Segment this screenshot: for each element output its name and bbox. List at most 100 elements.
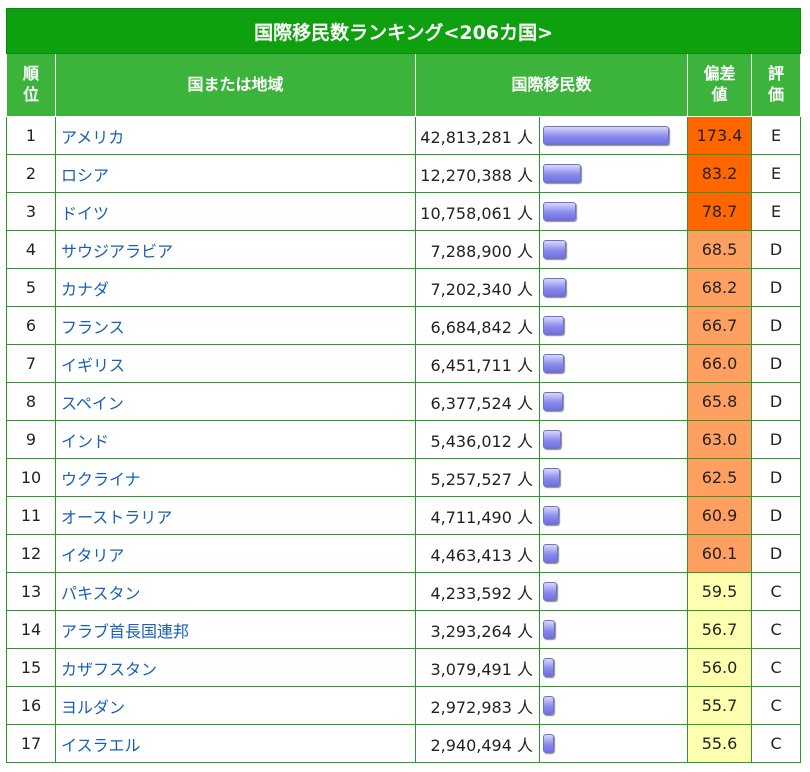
migrants-header: 国際移民数 — [415, 53, 688, 117]
country-cell: ドイツ — [55, 192, 416, 231]
country-link[interactable]: オーストラリア — [61, 507, 173, 527]
country-link[interactable]: アメリカ — [61, 127, 125, 147]
grade-cell: D — [750, 496, 802, 535]
migrants-bar-cell — [539, 458, 688, 497]
migrants-bar-cell — [539, 344, 688, 383]
grade-cell: D — [750, 344, 802, 383]
rank-header-line2: 位 — [22, 85, 39, 104]
deviation-cell: 65.8 — [687, 382, 752, 421]
table-row: 11 オーストラリア 4,711,490 人 60.9 D — [6, 496, 802, 535]
grade-cell: C — [750, 648, 802, 687]
country-link[interactable]: ウクライナ — [61, 469, 141, 489]
country-link[interactable]: ヨルダン — [61, 697, 126, 717]
country-cell: ヨルダン — [55, 686, 416, 725]
country-link[interactable]: イタリア — [61, 545, 125, 565]
rank-cell: 8 — [6, 382, 56, 421]
migrants-bar-cell — [539, 116, 688, 155]
deviation-header-line2: 値 — [711, 85, 728, 104]
migrants-cell: 3,079,491 人 — [415, 648, 540, 687]
country-cell: アラブ首長国連邦 — [55, 610, 416, 649]
table-row: 9 インド 5,436,012 人 63.0 D — [6, 420, 802, 459]
migrants-bar — [543, 582, 557, 601]
grade-header: 評 価 — [750, 53, 802, 117]
country-link[interactable]: イギリス — [61, 355, 126, 375]
grade-cell: D — [750, 458, 802, 497]
deviation-cell: 56.7 — [687, 610, 752, 649]
table-row: 2 ロシア 12,270,388 人 83.2 E — [6, 154, 802, 193]
rank-cell: 2 — [6, 154, 56, 193]
table-row: 12 イタリア 4,463,413 人 60.1 D — [6, 534, 802, 573]
table-title: 国際移民数ランキング<206カ国> — [5, 8, 802, 54]
migrants-cell: 4,711,490 人 — [415, 496, 540, 535]
rank-cell: 9 — [6, 420, 56, 459]
country-link[interactable]: カナダ — [61, 279, 110, 299]
rank-cell: 16 — [6, 686, 56, 725]
migrants-cell: 42,813,281 人 — [415, 116, 540, 155]
country-link[interactable]: フランス — [61, 317, 125, 337]
deviation-cell: 56.0 — [687, 648, 752, 687]
country-link[interactable]: パキスタン — [61, 583, 141, 603]
country-header: 国または地域 — [55, 53, 416, 117]
rank-header-line1: 順 — [22, 64, 39, 84]
rank-cell: 3 — [6, 192, 56, 231]
country-link[interactable]: カザフスタン — [61, 659, 158, 679]
country-cell: スペイン — [55, 382, 416, 421]
rank-cell: 1 — [6, 116, 56, 155]
migrants-cell: 6,377,524 人 — [415, 382, 540, 421]
table-row: 8 スペイン 6,377,524 人 65.8 D — [6, 382, 802, 421]
migrants-cell: 2,940,494 人 — [415, 724, 540, 763]
country-link[interactable]: ドイツ — [61, 203, 110, 223]
deviation-cell: 173.4 — [687, 116, 752, 155]
migrants-cell: 6,684,842 人 — [415, 306, 540, 345]
table-row: 3 ドイツ 10,758,061 人 78.7 E — [6, 192, 802, 231]
rank-cell: 11 — [6, 496, 56, 535]
deviation-cell: 55.6 — [687, 724, 752, 763]
migrants-bar — [543, 278, 566, 297]
deviation-cell: 60.9 — [687, 496, 752, 535]
migrants-cell: 2,972,983 人 — [415, 686, 540, 725]
country-link[interactable]: インド — [61, 431, 110, 451]
table-row: 7 イギリス 6,451,711 人 66.0 D — [6, 344, 802, 383]
table-header-row: 順 位 国または地域 国際移民数 偏差 値 評 価 — [6, 53, 802, 117]
country-link[interactable]: アラブ首長国連邦 — [61, 621, 190, 641]
deviation-cell: 66.0 — [687, 344, 752, 383]
migrants-bar — [543, 544, 558, 563]
deviation-cell: 55.7 — [687, 686, 752, 725]
migrants-cell: 7,288,900 人 — [415, 230, 540, 269]
migrants-bar — [543, 506, 559, 525]
rank-cell: 12 — [6, 534, 56, 573]
migrants-cell: 3,293,264 人 — [415, 610, 540, 649]
migrants-bar-cell — [539, 686, 688, 725]
country-link[interactable]: サウジアラビア — [61, 241, 174, 261]
migrants-bar — [543, 734, 554, 753]
table-row: 5 カナダ 7,202,340 人 68.2 D — [6, 268, 802, 307]
migrants-bar-cell — [539, 306, 688, 345]
country-cell: イタリア — [55, 534, 416, 573]
migrants-cell: 10,758,061 人 — [415, 192, 540, 231]
deviation-header: 偏差 値 — [687, 53, 752, 117]
rank-cell: 5 — [6, 268, 56, 307]
rank-cell: 6 — [6, 306, 56, 345]
country-cell: ウクライナ — [55, 458, 416, 497]
migrants-bar — [543, 202, 576, 221]
grade-cell: D — [750, 230, 802, 269]
rank-cell: 15 — [6, 648, 56, 687]
migrants-bar-cell — [539, 572, 688, 611]
migrants-bar — [543, 430, 561, 449]
grade-cell: C — [750, 610, 802, 649]
deviation-cell: 62.5 — [687, 458, 752, 497]
grade-header-line1: 評 — [768, 64, 785, 84]
country-link[interactable]: スペイン — [61, 393, 124, 413]
migrants-cell: 5,436,012 人 — [415, 420, 540, 459]
migrants-cell: 4,233,592 人 — [415, 572, 540, 611]
migrants-bar — [543, 696, 554, 715]
migrants-bar — [543, 316, 564, 335]
country-link[interactable]: ロシア — [61, 165, 110, 185]
migrants-bar — [543, 240, 566, 259]
migrants-bar — [543, 354, 564, 373]
deviation-cell: 68.5 — [687, 230, 752, 269]
deviation-header-line1: 偏差 — [703, 64, 736, 84]
grade-cell: D — [750, 534, 802, 573]
country-link[interactable]: イスラエル — [61, 735, 141, 755]
